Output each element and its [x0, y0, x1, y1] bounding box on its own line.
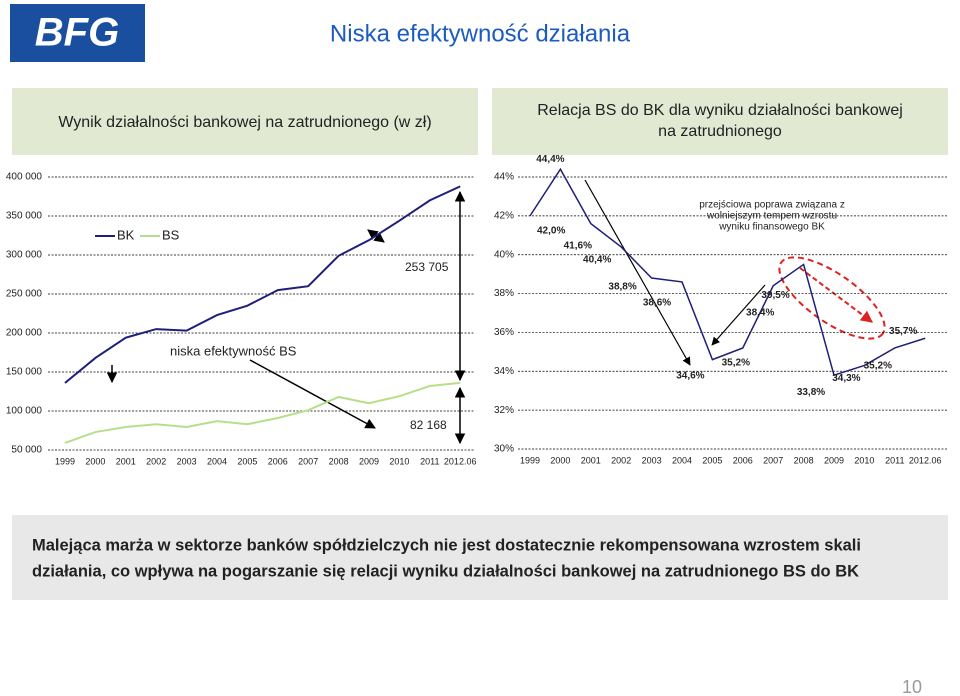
y-tick-label: 300 000 [6, 250, 43, 261]
chart-title: Relacja BS do BK dla wyniku działalności… [537, 102, 903, 119]
x-tick-label: 2005 [237, 456, 257, 466]
data-line [64, 381, 461, 444]
arrow [799, 267, 873, 323]
x-tick-label: 2001 [116, 456, 136, 466]
chart-title: Wynik działalności bankowej na zatrudnio… [58, 114, 431, 131]
x-tick-label: 2009 [359, 456, 379, 466]
x-tick-label: 2003 [177, 456, 197, 466]
x-tick-label: 2008 [794, 455, 814, 465]
data-label: 41,6% [564, 240, 592, 251]
annotation: 253 705 [405, 260, 449, 274]
annotation: niska efektywność BS [170, 343, 297, 358]
summary-text: Malejąca marża w sektorze banków spółdzi… [32, 536, 861, 554]
x-tick-label: 2003 [642, 455, 662, 465]
x-tick-label: 2012.06 [909, 455, 942, 465]
left-title-box [12, 88, 478, 155]
x-tick-label: 2002 [611, 455, 631, 465]
y-tick-label: 30% [494, 444, 514, 455]
x-tick-label: 2006 [733, 455, 753, 465]
data-label: 35,7% [889, 326, 917, 337]
y-tick-label: 36% [494, 327, 514, 338]
x-tick-label: 2010 [389, 456, 409, 466]
arrow [711, 284, 766, 346]
x-tick-label: 1999 [520, 455, 540, 465]
y-tick-label: 40% [494, 249, 514, 260]
page-title: Niska efektywność działania [330, 20, 631, 47]
data-label: 35,2% [864, 361, 892, 372]
x-tick-label: 2011 [885, 455, 904, 465]
x-tick-label: 2011 [420, 456, 439, 466]
x-tick-label: 2010 [854, 455, 874, 465]
data-label: 42,0% [537, 225, 565, 236]
y-tick-label: 50 000 [11, 445, 42, 456]
data-label: 38,8% [608, 282, 636, 293]
x-tick-label: 1999 [55, 456, 75, 466]
arrow [584, 179, 691, 366]
x-tick-label: 2007 [763, 455, 783, 465]
data-label: 39,5% [761, 290, 789, 301]
y-tick-label: 250 000 [6, 289, 43, 300]
data-label: 40,4% [583, 255, 611, 266]
x-tick-label: 2002 [146, 456, 166, 466]
legend-label: BK [117, 227, 135, 242]
y-tick-label: 38% [494, 288, 514, 299]
y-tick-label: 32% [494, 405, 514, 416]
legend-label: BS [162, 227, 180, 242]
data-label: 38,6% [643, 298, 671, 309]
annotation: 82 168 [410, 418, 447, 432]
summary-box [12, 515, 948, 600]
annotation: wolniejszym tempem wzrostu [706, 211, 837, 222]
data-line [529, 167, 926, 377]
summary-text: działania, co wpływa na pogarszanie się … [32, 562, 859, 580]
page-number: 10 [902, 677, 922, 696]
arrow [249, 359, 376, 429]
x-tick-label: 2009 [824, 455, 844, 465]
y-tick-label: 44% [494, 172, 514, 183]
x-tick-label: 2004 [207, 456, 227, 466]
x-tick-label: 2007 [298, 456, 318, 466]
y-tick-label: 350 000 [6, 211, 43, 222]
x-tick-label: 2001 [581, 455, 601, 465]
x-tick-label: 2004 [672, 455, 692, 465]
annotation: wyniku finansowego BK [718, 222, 825, 233]
annotation: przejściowa poprawa związana z [699, 200, 845, 211]
logo: BFG [35, 11, 119, 55]
x-tick-label: 2012.06 [444, 456, 477, 466]
data-label: 44,4% [536, 154, 564, 165]
x-tick-label: 2000 [550, 455, 570, 465]
data-label: 38,4% [746, 307, 774, 318]
x-tick-label: 2005 [702, 455, 722, 465]
y-tick-label: 150 000 [6, 367, 43, 378]
data-label: 35,2% [722, 358, 750, 369]
right-title-box [492, 88, 948, 155]
data-label: 34,3% [832, 373, 860, 384]
y-tick-label: 34% [494, 366, 514, 377]
x-tick-label: 2008 [329, 456, 349, 466]
data-line [64, 185, 461, 384]
logo-box [10, 4, 145, 62]
data-label: 34,6% [676, 370, 704, 381]
data-label: 33,8% [797, 387, 825, 398]
y-tick-label: 100 000 [6, 406, 43, 417]
y-tick-label: 200 000 [6, 328, 43, 339]
x-tick-label: 2006 [268, 456, 288, 466]
x-tick-label: 2000 [85, 456, 105, 466]
y-tick-label: 42% [494, 210, 514, 221]
chart-title: na zatrudnionego [658, 123, 782, 140]
y-tick-label: 400 000 [6, 172, 43, 183]
